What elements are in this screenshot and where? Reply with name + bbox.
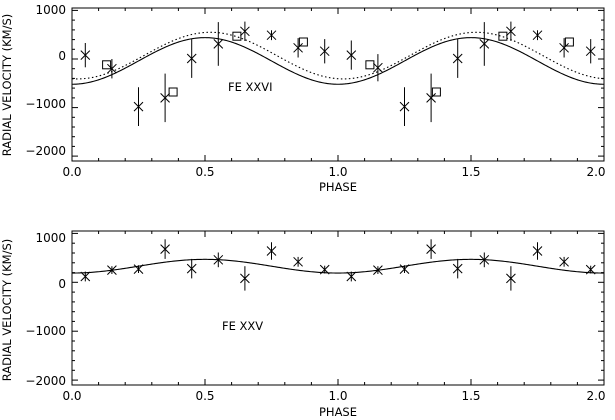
model-curve-solid <box>72 258 604 274</box>
x-tick-label: 2.0 <box>586 389 605 403</box>
ion-annotation: FE XXV <box>222 319 263 333</box>
data-point-x <box>479 39 490 49</box>
data-point-x <box>506 273 516 284</box>
y-axis-label: RADIAL VELOCITY (KM/S) <box>0 14 14 157</box>
y-tick-label: 0 <box>58 277 66 291</box>
data-point-x <box>186 263 197 274</box>
data-point-x <box>213 254 224 265</box>
y-tick-label: −2000 <box>25 144 66 158</box>
data-point-x <box>532 246 543 256</box>
data-point-x <box>319 264 330 275</box>
data-point-x <box>346 271 357 282</box>
x-tick-label: 1.0 <box>328 165 347 179</box>
data-point-x <box>133 101 144 112</box>
y-tick-label: 1000 <box>35 231 66 245</box>
data-point-x <box>133 264 144 274</box>
data-point-x <box>532 30 543 41</box>
x-axis-label: PHASE <box>319 405 357 419</box>
axis-ticks <box>71 231 605 385</box>
data-point-x <box>585 264 596 275</box>
panel-fe-xxv: 0.0 0.5 1.0 1.5 2.0 1000 0 −1000 −2000 P… <box>0 230 606 419</box>
data-point-x <box>479 254 490 265</box>
data-point-square <box>298 37 308 47</box>
data-point-x <box>319 46 330 57</box>
model-curve-solid <box>71 37 605 85</box>
data-point-x <box>240 273 250 284</box>
data-point-square <box>498 31 508 41</box>
x-tick-label: 0.5 <box>195 389 214 403</box>
data-point-x <box>293 256 303 267</box>
data-point-x <box>213 39 224 49</box>
x-tick-label: 0.0 <box>62 165 81 179</box>
x-tick-label: 1.5 <box>461 165 480 179</box>
data-point-x <box>399 264 410 274</box>
y-tick-label: 1000 <box>35 3 66 17</box>
axis-ticks <box>71 8 605 161</box>
y-axis-label: RADIAL VELOCITY (KM/S) <box>0 239 14 382</box>
data-point-x <box>186 53 197 64</box>
panel-fe-xxvi: 0.0 0.5 1.0 1.5 2.0 1000 0 −1000 −2000 P… <box>0 3 606 194</box>
x-tick-label: 2.0 <box>586 165 605 179</box>
data-point-x <box>266 246 277 256</box>
data-point-x <box>452 263 463 274</box>
ion-annotation: FE XXVI <box>228 80 273 94</box>
data-point-square <box>102 60 112 70</box>
data-point-x <box>452 53 463 64</box>
x-tick-label: 1.0 <box>328 389 347 403</box>
data-point-x <box>373 265 383 275</box>
data-point-square <box>232 31 242 41</box>
data-point-x <box>373 62 383 73</box>
data-point-x <box>559 42 569 53</box>
data-point-x <box>426 244 436 254</box>
y-tick-label: −1000 <box>25 324 66 338</box>
data-point-square <box>168 87 178 97</box>
data-point-x <box>293 42 303 53</box>
data-point-x <box>107 265 117 275</box>
data-point-square <box>365 60 375 70</box>
data-point-square <box>431 87 441 97</box>
data-points <box>80 21 596 126</box>
x-tick-label: 0.0 <box>62 389 81 403</box>
model-curves <box>72 258 604 274</box>
y-tick-label: −2000 <box>25 374 66 388</box>
data-point-square <box>564 37 574 47</box>
data-point-x <box>80 271 91 282</box>
y-tick-label: 0 <box>58 49 66 63</box>
data-point-x <box>506 26 516 37</box>
x-axis-label: PHASE <box>319 180 357 194</box>
y-tick-label: −1000 <box>25 97 66 111</box>
data-point-x <box>346 50 357 60</box>
data-point-x <box>107 63 117 74</box>
data-point-x <box>559 256 569 267</box>
x-tick-label: 1.5 <box>461 389 480 403</box>
data-point-x <box>426 93 436 103</box>
data-point-x <box>240 26 250 37</box>
model-curves <box>71 31 605 85</box>
x-tick-label: 0.5 <box>195 165 214 179</box>
data-point-x <box>160 93 170 103</box>
data-point-x <box>80 50 91 60</box>
data-point-x <box>399 101 410 112</box>
plot-frame <box>71 230 605 386</box>
data-point-x <box>266 30 277 41</box>
model-curve-dotted <box>71 31 605 80</box>
data-point-x <box>160 244 170 254</box>
data-points <box>80 239 596 291</box>
data-point-x <box>585 46 596 57</box>
